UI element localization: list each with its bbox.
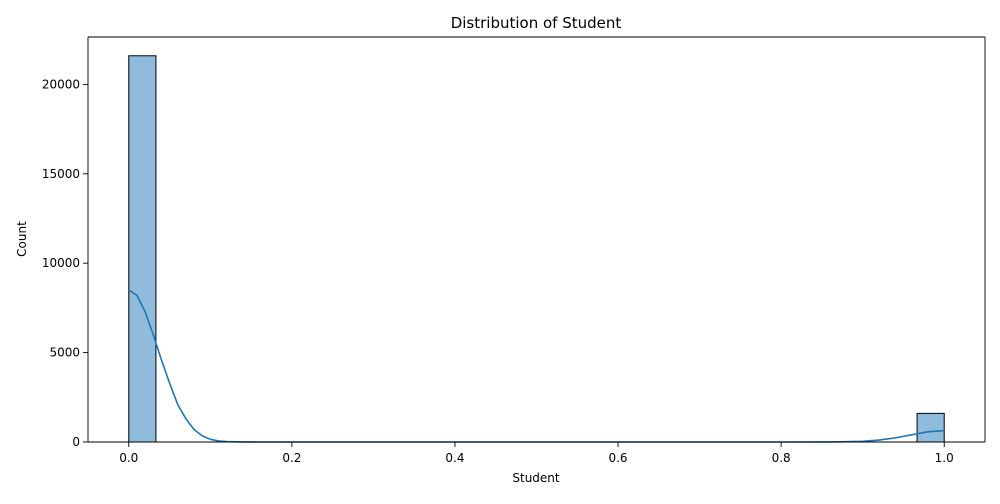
axes-layer	[87, 36, 986, 443]
kde-layer	[128, 289, 945, 443]
x-tick-label: 0.2	[282, 451, 301, 465]
histogram-bar	[128, 55, 157, 443]
x-tick-label: 0.4	[445, 451, 464, 465]
kde-line	[128, 289, 945, 443]
chart-title: Distribution of Student	[451, 14, 622, 32]
x-axis-label: Student	[512, 471, 560, 485]
y-axis-label: Count	[15, 221, 29, 257]
y-tick-label: 20000	[42, 77, 80, 91]
x-tick-label: 0.6	[608, 451, 627, 465]
x-tick-label: 1.0	[935, 451, 954, 465]
y-tick-label: 0	[72, 435, 80, 449]
bars-layer	[128, 55, 945, 443]
y-tick-label: 5000	[49, 346, 80, 360]
x-tick-label: 0.8	[772, 451, 791, 465]
histogram-bar	[916, 412, 945, 443]
ticks-layer: 0.0 0.2 0.4 0.6 0.8 1.0 0 5000 10000 15000 20000	[42, 77, 954, 465]
x-tick-label: 0.0	[119, 451, 138, 465]
y-tick-label: 10000	[42, 256, 80, 270]
y-tick-label: 15000	[42, 167, 80, 181]
